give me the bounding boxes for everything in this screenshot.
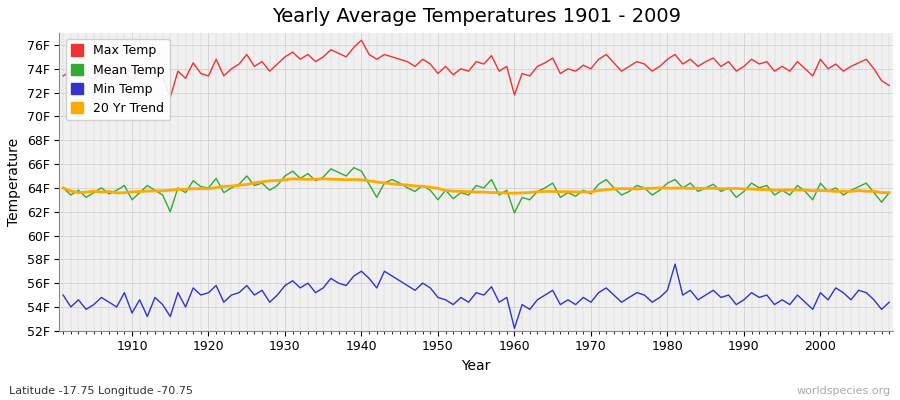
X-axis label: Year: Year [462, 359, 490, 373]
Text: Latitude -17.75 Longitude -70.75: Latitude -17.75 Longitude -70.75 [9, 386, 193, 396]
Y-axis label: Temperature: Temperature [7, 138, 21, 226]
Title: Yearly Average Temperatures 1901 - 2009: Yearly Average Temperatures 1901 - 2009 [272, 7, 680, 26]
Legend: Max Temp, Mean Temp, Min Temp, 20 Yr Trend: Max Temp, Mean Temp, Min Temp, 20 Yr Tre… [66, 39, 169, 120]
Text: worldspecies.org: worldspecies.org [796, 386, 891, 396]
